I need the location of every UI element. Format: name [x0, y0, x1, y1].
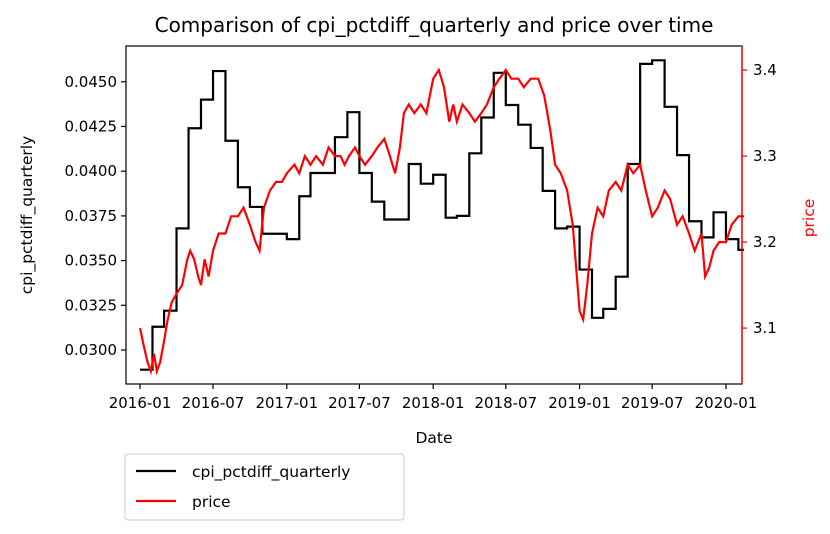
x-tick-label-2017-01: 2017-01 [255, 394, 318, 412]
series-line-cpi_pctdiff_quarterly [140, 59, 745, 371]
x-tick-label-2020-01: 2020-01 [695, 394, 758, 412]
y-right-tick-label-3.3: 3.3 [753, 147, 777, 165]
x-tick-label-2016-01: 2016-01 [109, 394, 172, 412]
x-tick-label-2016-07: 2016-07 [182, 394, 245, 412]
y-left-tick-label-0.0400: 0.0400 [65, 162, 118, 180]
y-left-tick-label-0.0325: 0.0325 [65, 296, 118, 314]
legend-label-price: price [192, 493, 231, 511]
x-tick-label-2018-07: 2018-07 [474, 394, 537, 412]
y-left-tick-label-0.0300: 0.0300 [65, 341, 118, 359]
chart-title: Comparison of cpi_pctdiff_quarterly and … [155, 13, 714, 37]
legend-frame [124, 453, 405, 521]
y-left-tick-label-0.0425: 0.0425 [65, 117, 118, 135]
x-axis-ticks: 2016-01 2016-07 2017-01 2017-07 2018-01 2018-… [109, 384, 758, 412]
x-tick-label-2019-07: 2019-07 [621, 394, 684, 412]
cpi-series-group [140, 59, 745, 371]
y-right-tick-label-3.4: 3.4 [753, 61, 777, 79]
series-line-price [138, 67, 745, 376]
x-tick-label-2017-07: 2017-07 [328, 394, 391, 412]
y-left-tick-label-0.0375: 0.0375 [65, 207, 118, 225]
y-left-tick-label-0.0450: 0.0450 [65, 73, 118, 91]
legend: cpi_pctdiff_quarterly price [124, 453, 405, 521]
y-right-tick-label-3.1: 3.1 [753, 319, 777, 337]
left-axis-ticks: 0.0300 0.0325 0.0350 0.0375 0.0400 0.0425 0.04… [65, 73, 126, 359]
x-axis-label: Date [415, 429, 452, 447]
x-tick-label-2019-01: 2019-01 [548, 394, 611, 412]
left-axis-label: cpi_pctdiff_quarterly [18, 136, 37, 294]
price-series-group [138, 67, 745, 376]
y-left-tick-label-0.0350: 0.0350 [65, 252, 118, 270]
y-right-tick-label-3.2: 3.2 [753, 233, 777, 251]
x-tick-label-2018-01: 2018-01 [402, 394, 465, 412]
legend-label-cpi: cpi_pctdiff_quarterly [192, 463, 350, 482]
right-axis-ticks: 3.1 3.2 3.3 3.4 [742, 61, 777, 337]
right-axis-label: price [800, 199, 818, 238]
